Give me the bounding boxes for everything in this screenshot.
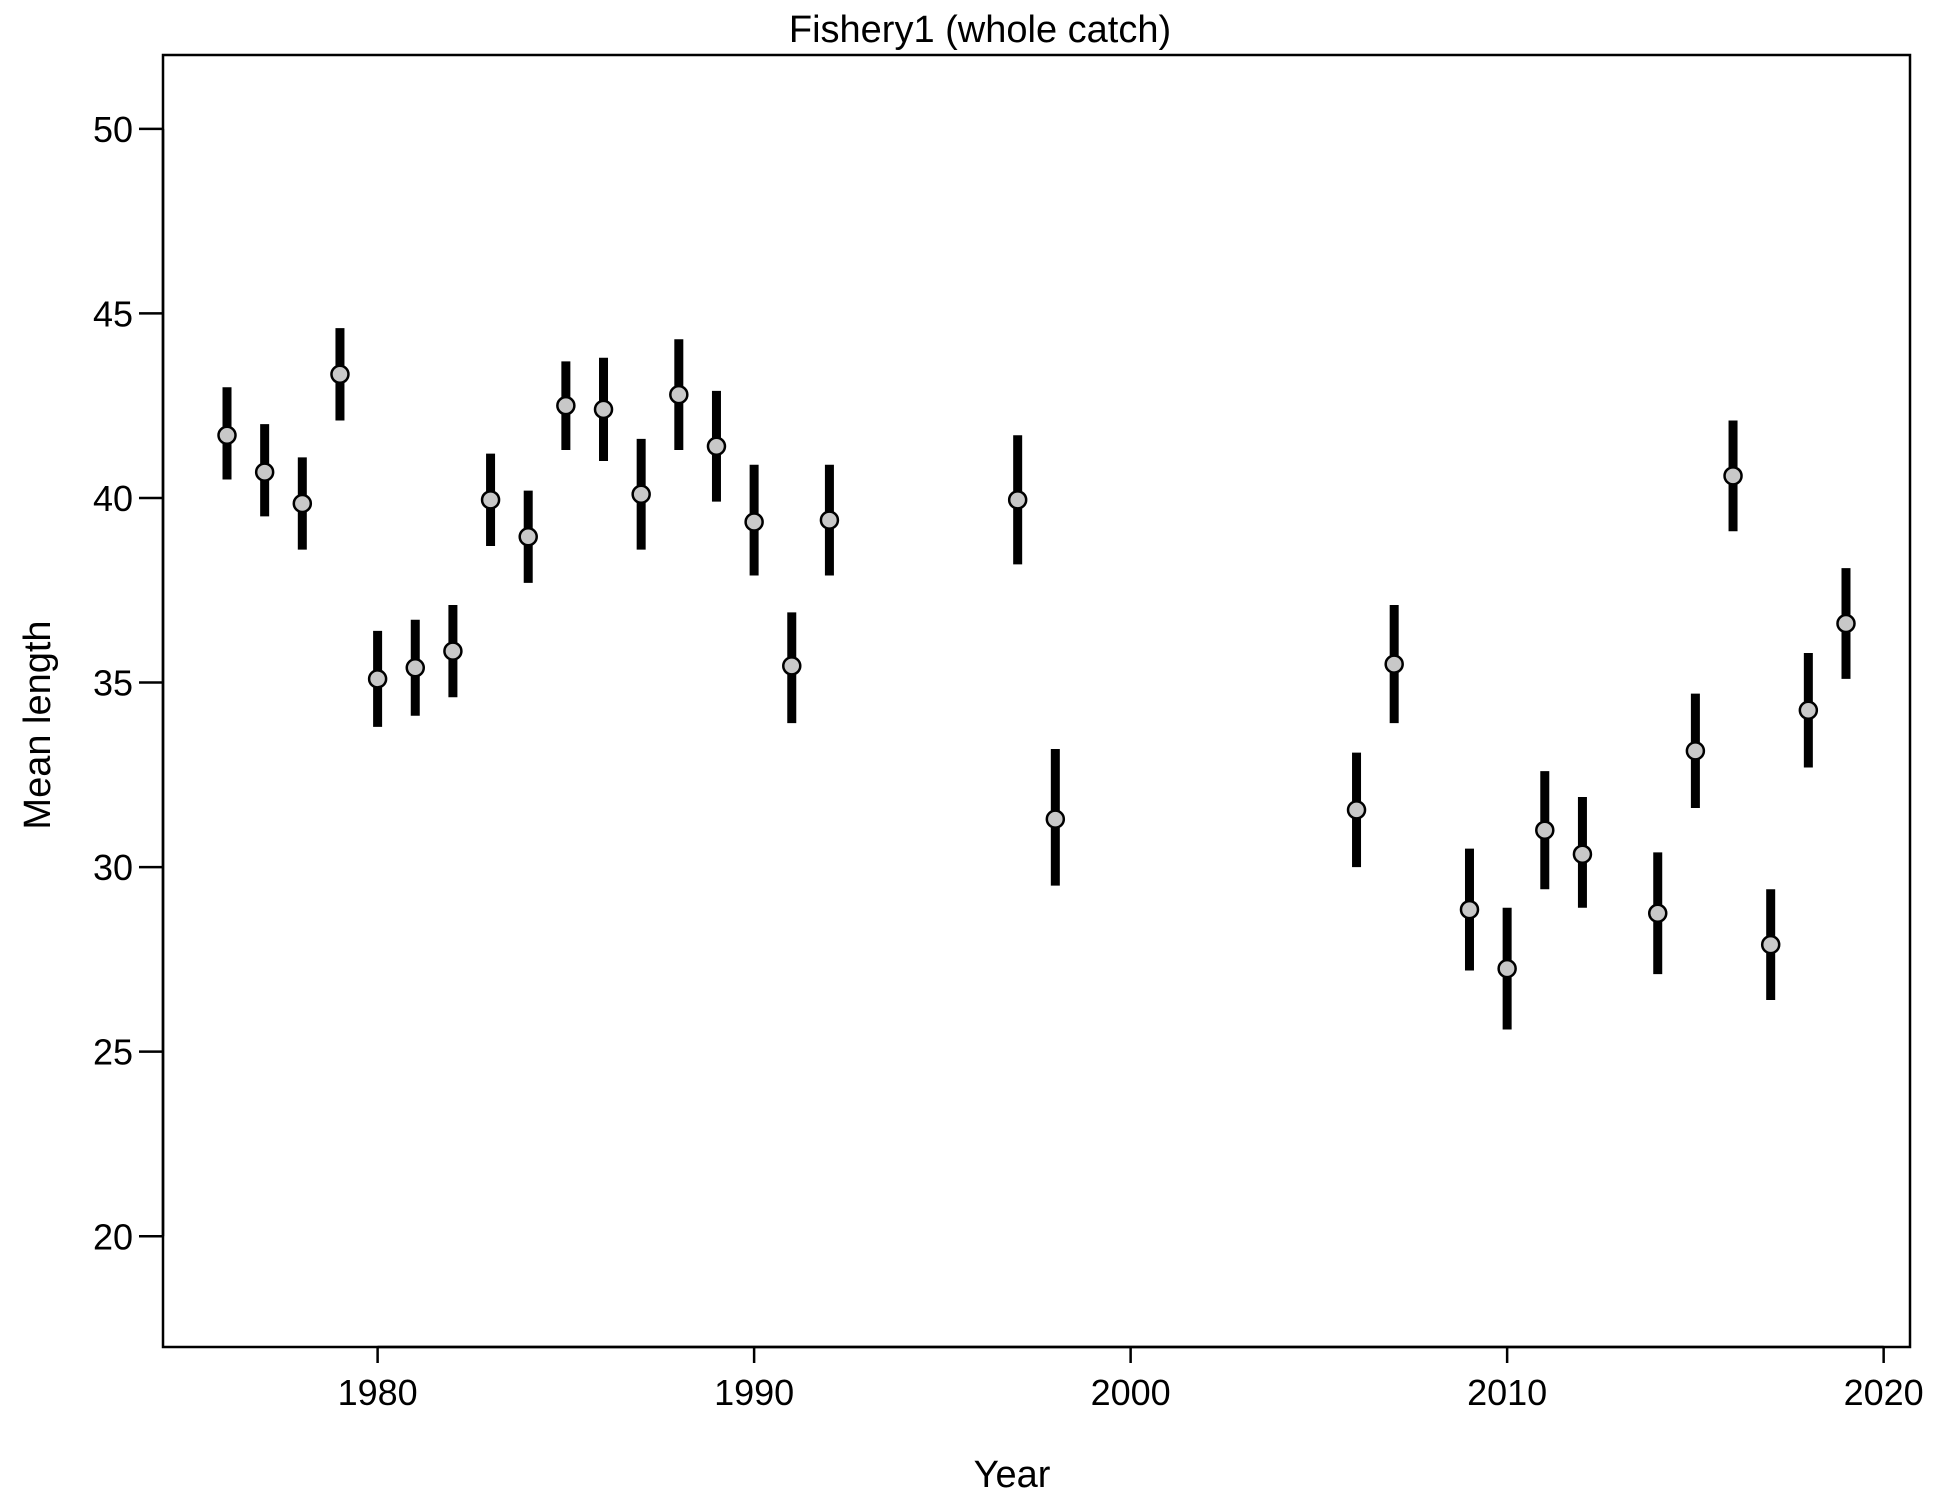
data-point — [631, 484, 651, 505]
data-point — [1007, 490, 1028, 510]
data-point — [1685, 741, 1706, 761]
data-point — [1572, 844, 1593, 864]
data-point — [518, 526, 538, 547]
data-point — [330, 364, 350, 385]
data-point — [782, 656, 802, 676]
data-point — [1384, 654, 1404, 674]
data-point — [1836, 613, 1856, 634]
data-point — [1723, 466, 1743, 486]
y-tick-label: 40 — [93, 478, 133, 519]
data-point — [1346, 800, 1367, 820]
y-tick-label: 20 — [93, 1216, 133, 1257]
y-tick-label: 30 — [93, 847, 133, 888]
data-point — [254, 462, 275, 482]
x-axis: 1980 1990 2000 2010 2020 — [338, 1345, 1924, 1413]
data-point — [1497, 958, 1517, 979]
data-point — [593, 399, 614, 420]
data-point — [217, 425, 237, 445]
x-tick-label: 2000 — [1091, 1372, 1171, 1413]
y-tick-label: 50 — [93, 109, 133, 150]
data-point — [405, 658, 426, 678]
chart-title: Fishery1 (whole catch) — [789, 9, 1171, 51]
data-point — [819, 510, 840, 530]
data-point — [443, 641, 463, 661]
data-point — [292, 493, 313, 514]
plot-frame — [161, 53, 1912, 1349]
y-tick-label: 35 — [93, 663, 133, 704]
y-axis: 20 25 30 35 40 45 50 — [93, 109, 165, 1257]
x-tick-label: 1990 — [714, 1372, 794, 1413]
data-point — [669, 384, 689, 405]
data-point — [1045, 809, 1066, 829]
data-point — [744, 512, 764, 532]
x-axis-title: Year — [974, 1454, 1051, 1496]
y-tick-label: 25 — [93, 1032, 133, 1073]
data-point — [556, 395, 576, 416]
data-point — [1647, 903, 1668, 924]
y-tick-label: 45 — [93, 293, 133, 334]
data-point — [1459, 899, 1480, 920]
x-tick-label: 1980 — [338, 1372, 418, 1413]
data-point — [1760, 934, 1781, 955]
data-point — [367, 669, 388, 689]
y-axis-title: Mean length — [17, 620, 59, 829]
data-point — [1535, 820, 1555, 840]
x-tick-label: 2020 — [1844, 1372, 1924, 1413]
data-point — [1798, 700, 1819, 720]
data-marks — [217, 328, 1856, 1030]
x-tick-label: 2010 — [1467, 1372, 1547, 1413]
data-point — [480, 490, 501, 510]
data-point — [706, 436, 727, 457]
